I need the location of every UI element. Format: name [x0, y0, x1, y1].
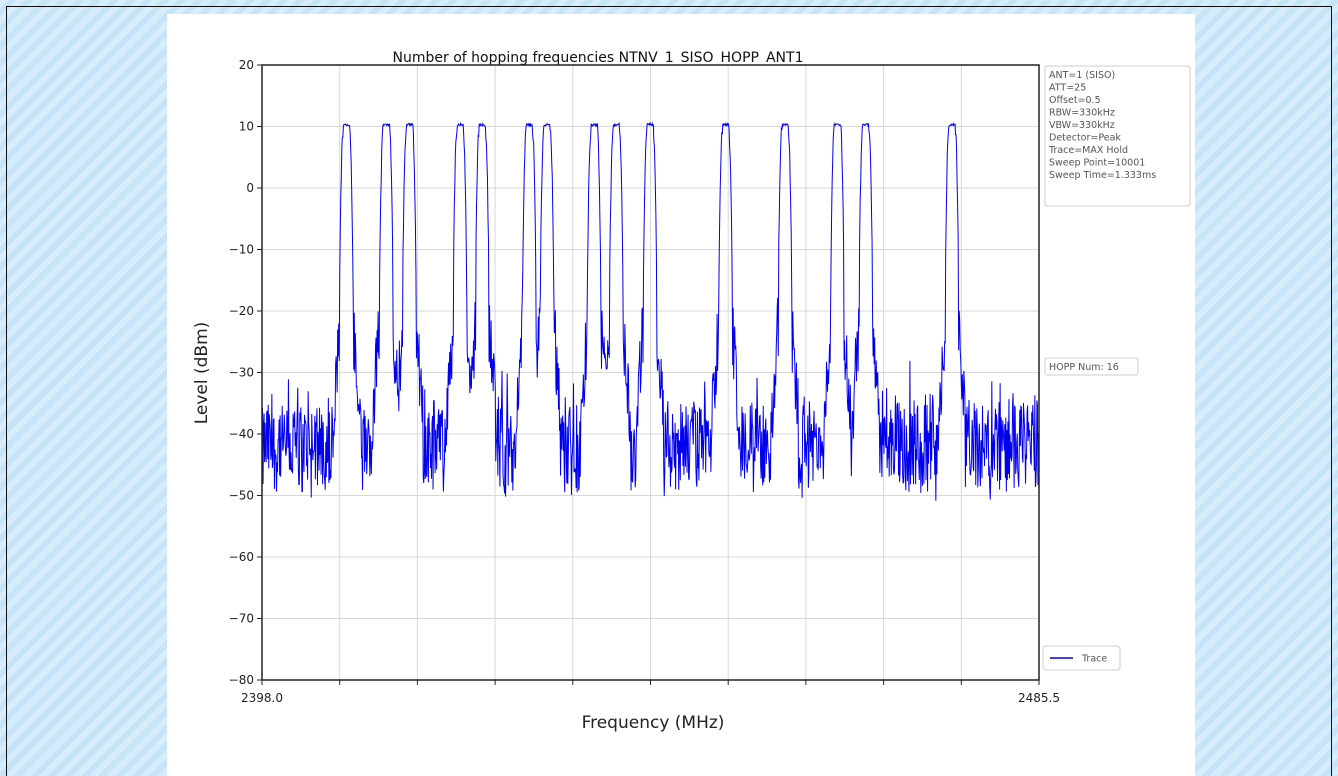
info-line: ANT=1 (SISO): [1049, 70, 1115, 81]
chart-svg: Number of hopping frequencies NTNV_1_SIS…: [192, 50, 1191, 733]
info-line: RBW=330kHz: [1049, 108, 1115, 119]
y-tick-label: −50: [229, 489, 254, 503]
y-tick-label: 0: [246, 181, 254, 195]
info-line: Trace=MAX Hold: [1048, 145, 1128, 156]
y-tick-label: −60: [229, 550, 254, 564]
x-axis-ticks: 2398.0 2485.5: [241, 680, 1060, 705]
hopp-count-box: HOPP Num: 16: [1044, 357, 1139, 376]
y-tick-label: −30: [229, 366, 254, 380]
info-line: Sweep Time=1.333ms: [1049, 170, 1156, 181]
legend: Trace: [1042, 645, 1121, 671]
y-tick-label: −70: [229, 612, 254, 626]
info-box-frame: [1044, 65, 1191, 207]
y-tick-label: 20: [239, 58, 254, 72]
hopp-count-label: HOPP Num: 16: [1049, 362, 1119, 373]
x-tick-label: 2485.5: [1018, 691, 1060, 705]
hopp-count-frame: [1044, 357, 1139, 376]
x-tick-label: 2398.0: [241, 691, 283, 705]
y-axis-label: Level (dBm): [192, 322, 212, 425]
info-line: Sweep Point=10001: [1049, 158, 1145, 169]
y-tick-label: 10: [239, 120, 254, 134]
image-frame: [6, 6, 1332, 776]
info-line: Detector=Peak: [1049, 133, 1121, 144]
plot-area-border: [261, 64, 1040, 681]
chart-panel: Number of hopping frequencies NTNV_1_SIS…: [167, 14, 1195, 776]
y-axis-ticks: 20 10 0 −10 −20 −30 −40 −50 −60 −70 −80: [229, 58, 262, 687]
info-line: VBW=330kHz: [1049, 120, 1115, 131]
y-tick-label: −10: [229, 243, 254, 257]
x-axis-label: Frequency (MHz): [582, 713, 725, 733]
chart-title: Number of hopping frequencies NTNV_1_SIS…: [393, 50, 804, 66]
y-tick-label: −20: [229, 304, 254, 318]
info-line: ATT=25: [1049, 83, 1086, 94]
grid-lines: [262, 64, 1039, 681]
legend-trace-label: Trace: [1081, 654, 1107, 665]
trace-series-line: [261, 121, 1040, 501]
y-tick-label: −80: [229, 673, 254, 687]
legend-frame: [1042, 645, 1121, 671]
y-tick-label: −40: [229, 427, 254, 441]
info-line: Offset=0.5: [1049, 95, 1101, 106]
info-box: ANT=1 (SISO) ATT=25 Offset=0.5 RBW=330kH…: [1044, 65, 1191, 207]
